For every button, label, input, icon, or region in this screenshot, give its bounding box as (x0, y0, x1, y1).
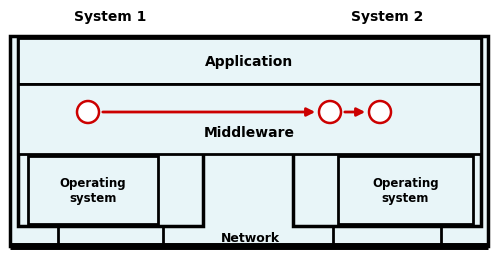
Bar (293, 39, 481, 226)
Bar (28, 156, 158, 224)
Text: Middleware: Middleware (204, 125, 295, 139)
Circle shape (319, 102, 341, 123)
Bar (338, 156, 473, 224)
Text: Operating
system: Operating system (60, 176, 126, 204)
Circle shape (77, 102, 99, 123)
Bar (18, 85, 481, 154)
Bar (18, 39, 481, 85)
Text: System 1: System 1 (74, 10, 146, 24)
Text: System 2: System 2 (351, 10, 423, 24)
Text: Application: Application (206, 55, 294, 69)
Bar (18, 39, 203, 226)
Text: Network: Network (220, 232, 280, 245)
Bar (10, 37, 488, 246)
Text: Operating
system: Operating system (372, 176, 439, 204)
Circle shape (369, 102, 391, 123)
